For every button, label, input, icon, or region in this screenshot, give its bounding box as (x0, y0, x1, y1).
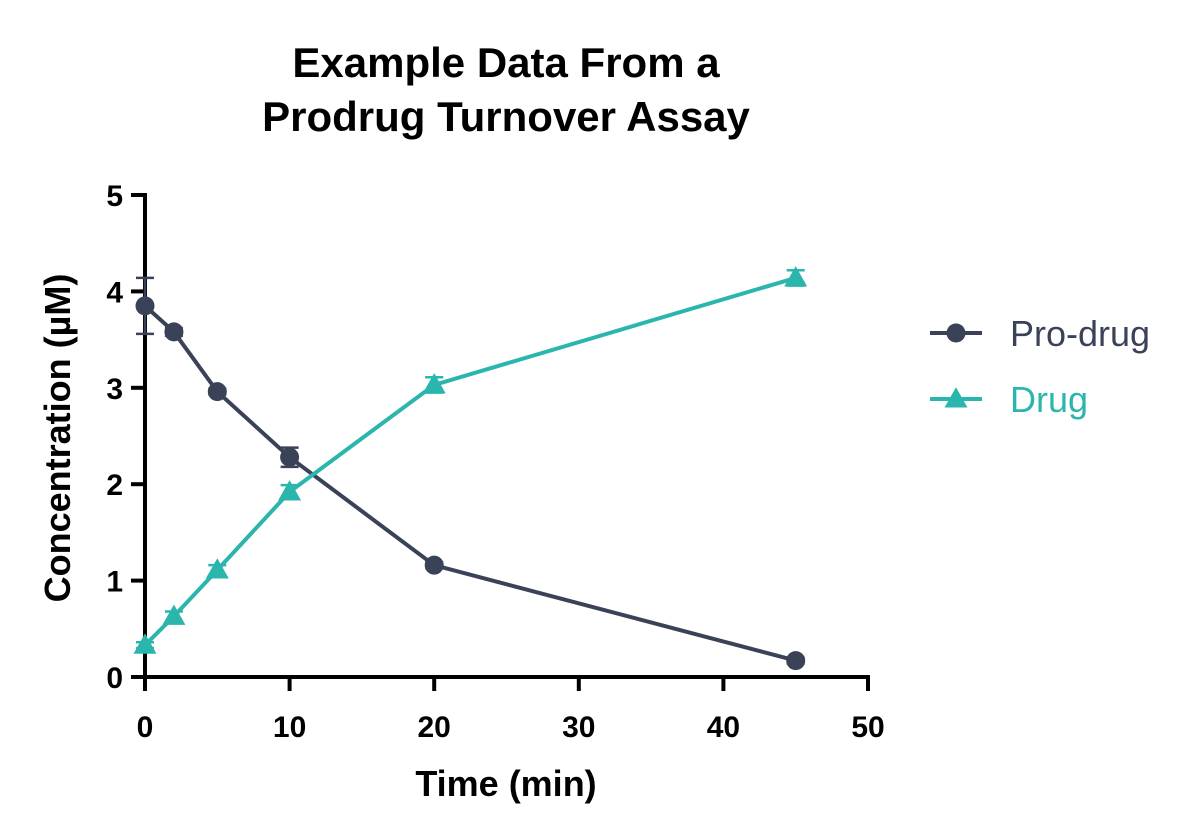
legend-item-drug: Drug (930, 379, 1088, 420)
y-tick-label: 0 (106, 662, 123, 695)
data-point-drug (162, 604, 186, 625)
data-point-drug (784, 266, 808, 287)
series-drug (133, 266, 808, 654)
plot-area (133, 266, 808, 671)
chart-title: Example Data From a Prodrug Turnover Ass… (262, 39, 750, 140)
x-tick-label: 50 (851, 711, 884, 744)
x-axis-label: Time (min) (415, 763, 596, 804)
legend-label-pro-drug: Pro-drug (1010, 313, 1150, 354)
x-tick-label: 30 (562, 711, 595, 744)
y-axis-label: Concentration (µM) (37, 274, 78, 603)
data-point-drug (205, 558, 229, 579)
legend-marker-pro-drug (946, 323, 966, 343)
x-tick-label: 20 (418, 711, 451, 744)
y-tick-label: 5 (106, 180, 123, 213)
data-point-pro-drug (135, 296, 155, 316)
y-tick-label: 4 (106, 276, 123, 309)
y-tick-label: 3 (106, 373, 123, 406)
data-point-pro-drug (280, 447, 300, 467)
legend-label-drug: Drug (1010, 379, 1088, 420)
data-point-pro-drug (207, 382, 227, 402)
data-point-drug (278, 480, 302, 501)
data-point-pro-drug (786, 651, 806, 671)
series-pro-drug (135, 276, 806, 671)
data-point-pro-drug (424, 555, 444, 575)
data-point-drug (422, 373, 446, 394)
legend: Pro-drug Drug (930, 313, 1150, 420)
x-tick-label: 0 (137, 711, 154, 744)
data-point-drug (133, 633, 157, 654)
y-tick-label: 2 (106, 469, 123, 502)
data-point-pro-drug (164, 322, 184, 342)
chart-title-line-1: Example Data From a (292, 39, 720, 86)
series-line-pro-drug (143, 304, 797, 663)
legend-marker-drug (944, 387, 968, 408)
x-tick-label: 10 (273, 711, 306, 744)
series-line-drug (143, 275, 797, 647)
chart-title-line-2: Prodrug Turnover Assay (262, 93, 750, 140)
legend-item-pro-drug: Pro-drug (930, 313, 1150, 354)
y-tick-label: 1 (106, 566, 123, 599)
x-tick-label: 40 (707, 711, 740, 744)
